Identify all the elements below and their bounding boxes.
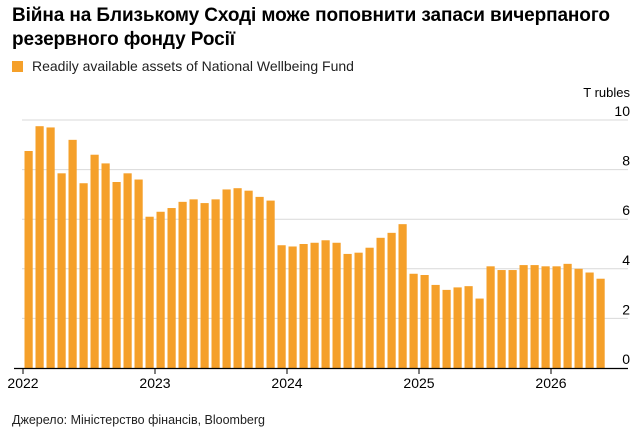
bar <box>266 200 275 368</box>
bar <box>398 224 407 368</box>
bar <box>563 263 572 368</box>
y-tick-label: 0 <box>622 351 630 367</box>
bar <box>420 275 429 368</box>
bar <box>255 196 264 368</box>
legend-swatch <box>12 60 23 72</box>
bar <box>376 237 385 368</box>
x-tick-label: 2023 <box>139 375 170 391</box>
bar <box>200 203 209 368</box>
bar <box>299 244 308 368</box>
x-tick-label: 2025 <box>403 375 434 391</box>
bar <box>343 253 352 368</box>
bar <box>442 289 451 368</box>
source-note: Джерело: Міністерство фінансів, Bloomber… <box>12 413 265 427</box>
legend-label: Readily available assets of National Wel… <box>32 58 354 74</box>
bar <box>123 173 132 368</box>
bar <box>79 183 88 368</box>
bar <box>233 188 242 368</box>
x-tick-label: 2024 <box>271 375 302 391</box>
y-tick-label: 2 <box>622 301 630 317</box>
bar <box>530 265 539 368</box>
bar <box>387 232 396 368</box>
y-tick-label: 8 <box>622 153 630 169</box>
bar <box>497 270 506 368</box>
bar <box>277 245 286 368</box>
bar <box>189 199 198 368</box>
bar <box>310 242 319 368</box>
bar <box>486 266 495 368</box>
bar <box>222 189 231 368</box>
bars <box>24 126 605 368</box>
bar <box>431 284 440 368</box>
bar <box>24 151 33 368</box>
bar <box>409 273 418 368</box>
bar <box>332 242 341 368</box>
y-tick-label: 4 <box>622 252 630 268</box>
x-tick-label: 2022 <box>7 375 38 391</box>
y-axis-unit-label: T rubles <box>583 85 630 100</box>
bar <box>321 240 330 368</box>
bar <box>552 266 561 368</box>
y-tick-label: 6 <box>622 202 630 218</box>
bar <box>365 247 374 368</box>
bar <box>112 182 121 368</box>
chart-title: Війна на Близькому Сході може поповнити … <box>12 5 610 50</box>
bar <box>178 201 187 368</box>
bar <box>574 268 583 368</box>
y-tick-label: 10 <box>614 103 630 119</box>
bar <box>68 139 77 368</box>
bar <box>541 266 550 368</box>
bar <box>519 265 528 368</box>
bar <box>156 211 165 368</box>
bar <box>57 173 66 368</box>
bar <box>464 286 473 368</box>
bar <box>508 270 517 368</box>
bar <box>453 287 462 368</box>
bar <box>244 190 253 368</box>
bar <box>90 154 99 368</box>
bar <box>354 252 363 368</box>
x-tick-label: 2026 <box>535 375 566 391</box>
bar <box>46 127 55 368</box>
bar <box>288 246 297 368</box>
bar <box>475 298 484 368</box>
chart-legend: Readily available assets of National Wel… <box>12 58 354 74</box>
bar <box>211 199 220 368</box>
bar <box>35 126 44 368</box>
bar <box>585 272 594 368</box>
bar <box>167 208 176 368</box>
axes: 0 2 4 6 8 10 T rubles 2022 2023 2024 2025 2026 <box>7 85 630 391</box>
bar <box>596 278 605 368</box>
bar <box>134 179 143 368</box>
bar <box>101 163 110 368</box>
bar <box>145 216 154 368</box>
